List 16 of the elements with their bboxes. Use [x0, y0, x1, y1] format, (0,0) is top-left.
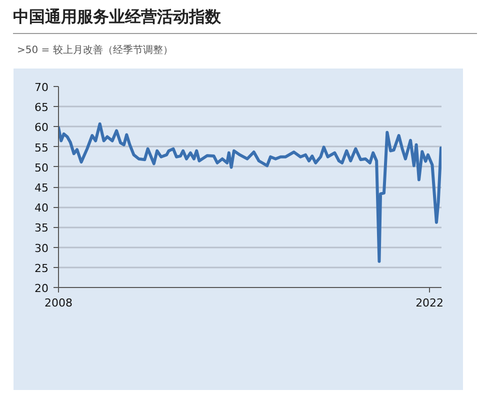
- x-tick-label: 2022: [416, 296, 444, 310]
- y-tick-label: 65: [34, 101, 49, 114]
- y-tick-label: 35: [34, 222, 49, 235]
- y-tick-label: 70: [34, 81, 49, 94]
- y-tick-label: 30: [34, 242, 49, 255]
- y-tick-label: 60: [34, 121, 49, 134]
- y-tick-label: 40: [34, 202, 49, 215]
- line-series: [58, 122, 442, 263]
- y-tick-label: 20: [34, 282, 49, 295]
- y-tick-label: 25: [34, 262, 49, 275]
- chart-subtitle: >50 = 较上月改善（经季节调整）: [17, 44, 173, 58]
- chart-title: 中国通用服务业经营活动指数: [13, 6, 221, 28]
- y-tick-label: 55: [34, 141, 49, 154]
- x-tick-label: 2008: [44, 296, 73, 310]
- y-tick-label: 50: [34, 161, 49, 174]
- y-tick-label: 45: [34, 182, 49, 194]
